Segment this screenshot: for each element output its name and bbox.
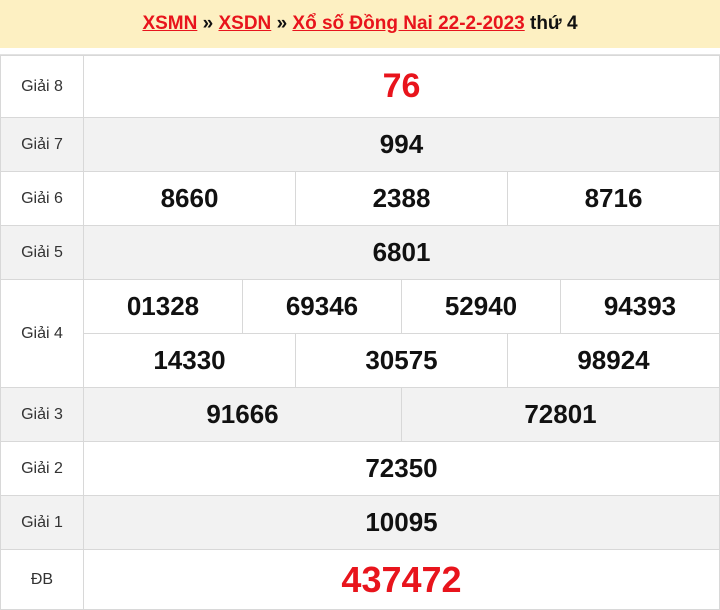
prize-4-value: 98924 [507, 334, 719, 387]
results-table: Giải 8 76 Giải 7 994 Giải 6 8660 2388 87… [0, 55, 720, 610]
prize-label: Giải 4 [0, 279, 84, 388]
prize-6-value: 2388 [295, 172, 507, 225]
prize-6-value: 8660 [160, 183, 219, 213]
prize-label: Giải 7 [0, 117, 84, 172]
prize-1-value: 10095 [83, 495, 720, 550]
prize-3-values: 91666 72801 [83, 387, 720, 442]
prize-3-value: 91666 [206, 399, 279, 429]
prize-label: Giải 3 [0, 387, 84, 442]
prize-label: ĐB [0, 549, 84, 610]
prize-label: Giải 8 [0, 55, 84, 118]
prize-5-value: 6801 [83, 225, 720, 280]
prize-7-value: 994 [83, 117, 720, 172]
prize-label: Giải 5 [0, 225, 84, 280]
special-prize-value: 437472 [83, 549, 720, 610]
separator: » [276, 13, 288, 34]
prize-label: Giải 6 [0, 171, 84, 226]
result-date-link[interactable]: Xổ số Đồng Nai 22-2-2023 [292, 13, 525, 34]
divider [0, 48, 720, 55]
prize-4-value: 52940 [401, 280, 560, 333]
prize-4-value: 01328 [126, 291, 200, 321]
xsdn-link[interactable]: XSDN [218, 13, 272, 34]
prize-8-value: 76 [83, 55, 720, 118]
weekday: thứ 4 [530, 13, 578, 34]
prize-4-values: 14330 30575 98924 [83, 333, 720, 388]
prize-4-value: 30575 [295, 334, 507, 387]
prize-6-values: 8660 2388 8716 [83, 171, 720, 226]
prize-2-value: 72350 [83, 441, 720, 496]
prize-label: Giải 1 [0, 495, 84, 550]
prize-3-value: 72801 [401, 388, 719, 441]
prize-4-value: 94393 [560, 280, 719, 333]
separator: » [202, 13, 214, 34]
prize-4-value: 14330 [153, 345, 226, 375]
xsmn-link[interactable]: XSMN [142, 13, 198, 34]
prize-4-values: 01328 69346 52940 94393 [83, 279, 720, 334]
breadcrumb: XSMN » XSDN » Xổ số Đồng Nai 22-2-2023 t… [0, 0, 720, 48]
prize-label: Giải 2 [0, 441, 84, 496]
prize-4-value: 69346 [242, 280, 401, 333]
prize-6-value: 8716 [507, 172, 719, 225]
